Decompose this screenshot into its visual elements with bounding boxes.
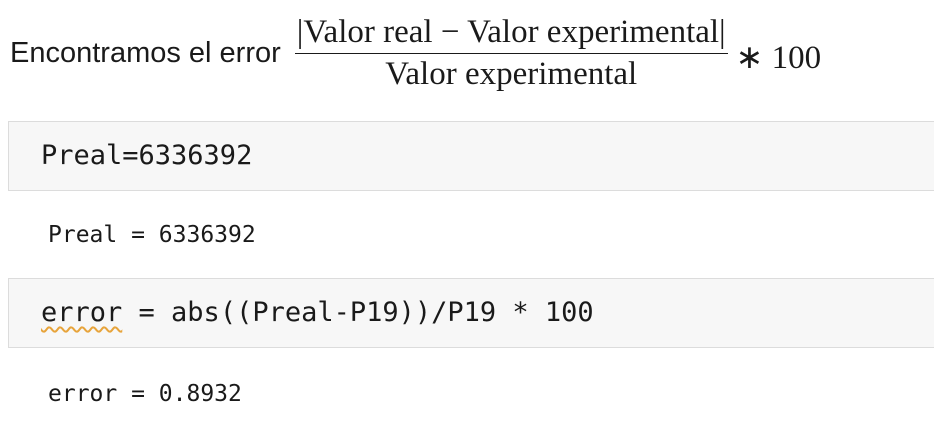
formula-multiplier: ∗ 100	[735, 40, 822, 76]
cell-output-preal: Preal = 6336392	[48, 222, 256, 248]
error-formula-fraction: |Valor real − Valor experimental| Valor …	[294, 12, 728, 94]
formula-numerator: |Valor real − Valor experimental|	[294, 12, 728, 54]
code-warning-variable[interactable]: error	[41, 297, 123, 328]
code-line[interactable]: Preal=6336392	[41, 140, 253, 171]
code-line[interactable]: error = abs((Preal-P19))/P19 * 100	[41, 297, 594, 328]
intro-text: Encontramos el error	[10, 36, 281, 69]
formula-text: Encontramos el error |Valor real − Valor…	[10, 10, 821, 96]
formula-denominator: Valor experimental	[385, 56, 638, 92]
cell-output-error: error = 0.8932	[48, 381, 242, 407]
code-cell-error[interactable]: error = abs((Preal-P19))/P19 * 100	[8, 278, 934, 348]
code-expression: = abs((Preal-P19))/P19 * 100	[122, 297, 594, 328]
code-cell-preal[interactable]: Preal=6336392	[8, 121, 934, 191]
